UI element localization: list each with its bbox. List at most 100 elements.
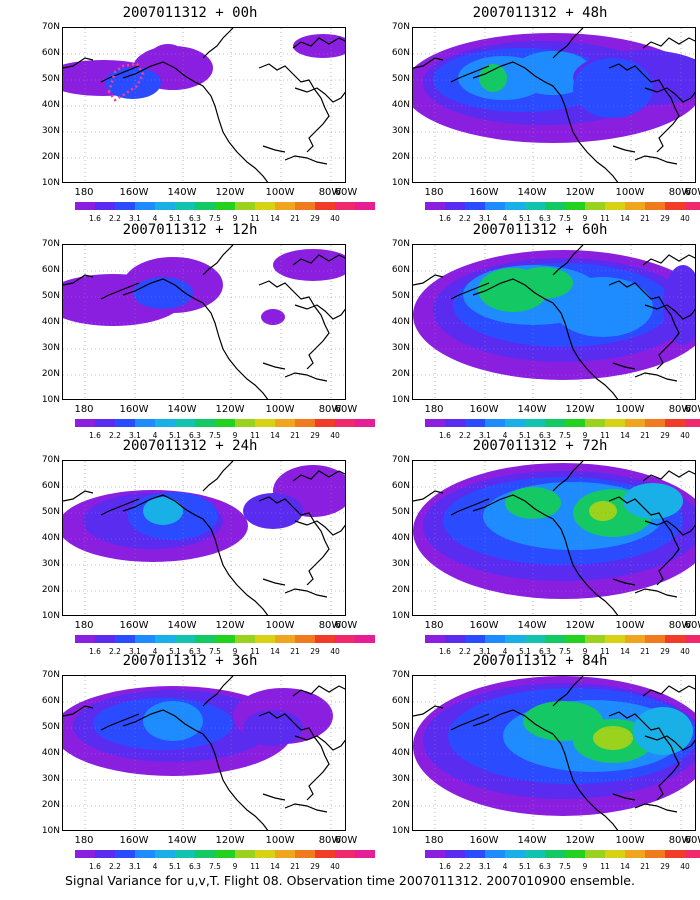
lat-label: 70N	[391, 22, 410, 32]
colorbar-swatch	[135, 850, 155, 858]
lat-label: 20N	[391, 152, 410, 162]
lon-label: 80W	[318, 187, 342, 198]
lat-label: 50N	[391, 291, 410, 301]
colorbar-swatch	[175, 419, 195, 427]
lat-label: 30N	[391, 774, 410, 784]
variance-contour	[261, 309, 285, 325]
variance-contour	[513, 267, 573, 299]
coastline	[472, 278, 619, 399]
colorbar-label: 4	[502, 431, 508, 440]
colorbar-label: 40	[680, 647, 690, 656]
colorbar-label: 40	[330, 431, 340, 440]
lon-label: 80W	[668, 620, 692, 631]
colorbar	[75, 202, 375, 210]
map-area	[412, 244, 696, 400]
colorbar-swatch	[95, 635, 115, 643]
colorbar-swatch	[465, 202, 485, 210]
lon-label: 140W	[517, 620, 547, 631]
colorbar-label: 14	[270, 431, 280, 440]
lon-label: 140W	[517, 404, 547, 415]
lat-label: 70N	[391, 455, 410, 465]
lon-label: 100W	[265, 835, 295, 846]
colorbar-label: 1.6	[439, 431, 451, 440]
variance-contour	[573, 58, 653, 118]
variance-contour	[143, 497, 183, 525]
coastline	[634, 588, 678, 598]
coastline	[262, 145, 286, 153]
colorbar-swatch	[585, 850, 605, 858]
variance-contour	[593, 726, 633, 750]
colorbar-label: 6.3	[539, 647, 551, 656]
lon-label: 100W	[615, 620, 645, 631]
forecast-panel: 2007011312 + 84h 70N 60N 50N 40N 30N 20N 10N 180…	[380, 653, 700, 871]
colorbar-swatch	[425, 635, 445, 643]
colorbar-swatch	[465, 419, 485, 427]
colorbar-label: 40	[680, 431, 690, 440]
variance-contour	[243, 493, 303, 529]
colorbar-swatch	[445, 850, 465, 858]
colorbar-swatch	[485, 419, 505, 427]
map-area	[412, 675, 696, 831]
colorbar-swatch	[665, 850, 685, 858]
lon-label: 160W	[469, 620, 499, 631]
colorbar-swatch	[215, 635, 235, 643]
colorbar-label: 11	[600, 431, 610, 440]
colorbar-label: 7.5	[209, 214, 221, 223]
colorbar-label: 1.6	[439, 647, 451, 656]
colorbar-swatch	[445, 419, 465, 427]
coastline	[63, 274, 94, 286]
colorbar-label: 40	[330, 647, 340, 656]
colorbar-label: 9	[582, 431, 588, 440]
colorbar-swatch	[95, 202, 115, 210]
colorbar-label: 21	[640, 431, 650, 440]
coastline	[100, 282, 140, 300]
colorbar-label: 21	[290, 214, 300, 223]
variance-contour	[589, 501, 617, 521]
lon-label: 60W	[334, 187, 358, 198]
coastline	[552, 245, 584, 276]
colorbar-label: 21	[290, 431, 300, 440]
colorbar-swatch	[295, 850, 315, 858]
colorbar-label: 3.1	[479, 862, 491, 871]
variance-field	[63, 461, 345, 615]
colorbar-swatch	[195, 202, 215, 210]
lat-label: 70N	[41, 22, 60, 32]
colorbar-label: 9	[582, 647, 588, 656]
colorbar-label: 21	[290, 862, 300, 871]
lat-label: 40N	[41, 533, 60, 543]
colorbar-swatch	[235, 202, 255, 210]
coastline	[642, 470, 695, 482]
lat-label: 40N	[391, 748, 410, 758]
lon-label: 160W	[119, 404, 149, 415]
colorbar-swatch	[605, 202, 625, 210]
colorbar-swatch	[295, 635, 315, 643]
coastline	[634, 372, 678, 382]
colorbar-swatch	[525, 635, 545, 643]
colorbar-label: 6.3	[189, 862, 201, 871]
variance-contour	[663, 265, 695, 345]
coastline	[472, 61, 619, 182]
lat-label: 40N	[391, 317, 410, 327]
lat-label: 10N	[391, 826, 410, 836]
coastline	[100, 65, 140, 83]
lat-label: 70N	[41, 239, 60, 249]
colorbar-swatch	[425, 202, 445, 210]
lat-label: 30N	[391, 343, 410, 353]
coastline	[63, 490, 94, 502]
coastline	[284, 155, 328, 165]
variance-contour	[105, 67, 161, 99]
map-area	[62, 244, 346, 400]
coastline	[450, 498, 490, 516]
coastline	[100, 713, 140, 731]
variance-contour	[293, 34, 345, 58]
coastline	[284, 803, 328, 813]
colorbar-swatch	[295, 202, 315, 210]
colorbar-swatch	[645, 850, 665, 858]
lat-label: 20N	[391, 800, 410, 810]
coastline	[202, 676, 234, 707]
lon-label: 120W	[215, 620, 245, 631]
colorbar-swatch	[135, 202, 155, 210]
colorbar-swatch	[525, 850, 545, 858]
colorbar	[425, 635, 700, 643]
coastline	[612, 362, 636, 370]
